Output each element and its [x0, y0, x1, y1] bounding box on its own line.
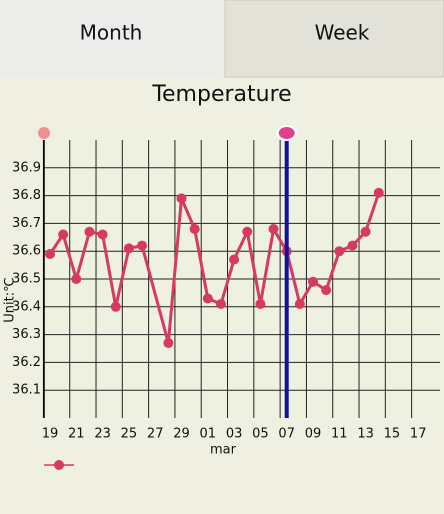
- y-axis-label: Unit:℃: [3, 277, 18, 322]
- month-tab[interactable]: [0, 0, 223, 77]
- y-tick-label: 36.7: [12, 216, 41, 231]
- series-line: [48, 229, 143, 308]
- x-tick-label: 25: [121, 427, 138, 442]
- x-tick-label: 13: [357, 427, 374, 442]
- data-point: [347, 240, 358, 251]
- x-tick-label: 01: [200, 427, 217, 442]
- data-point: [360, 226, 371, 237]
- gap-connector: [140, 245, 170, 344]
- data-point: [308, 276, 318, 287]
- x-tick-label: 09: [305, 427, 322, 442]
- y-tick-label: 36.4: [12, 299, 41, 314]
- data-point: [137, 240, 148, 251]
- x-tick-label: 21: [68, 427, 85, 442]
- data-point: [97, 229, 108, 240]
- chart-title: Temperature: [151, 82, 291, 107]
- x-tick-label: 17: [410, 427, 427, 442]
- y-tick-label: 36.1: [12, 383, 41, 398]
- y-tick-label: 36.6: [12, 244, 41, 259]
- data-point: [229, 254, 240, 265]
- y-tick-label: 36.2: [12, 355, 41, 370]
- data-point: [163, 337, 174, 348]
- legend-marker: [54, 460, 64, 470]
- x-tick-label: 05: [252, 427, 269, 442]
- data-point: [334, 246, 345, 257]
- x-tick-label: 23: [94, 427, 111, 442]
- x-tick-label: 27: [147, 427, 164, 442]
- week-tab[interactable]: [224, 0, 444, 78]
- cursor-handle[interactable]: [276, 125, 297, 141]
- x-axis-label: mar: [210, 443, 237, 458]
- data-point: [321, 285, 332, 296]
- data-point: [58, 229, 69, 240]
- data-point: [176, 193, 187, 204]
- data-point: [242, 226, 253, 237]
- y-tick-label: 36.5: [12, 272, 41, 287]
- data-point: [215, 299, 226, 310]
- data-point: [294, 299, 305, 310]
- data-point: [373, 187, 384, 198]
- data-point: [255, 299, 266, 310]
- data-point: [189, 223, 200, 234]
- data-point: [123, 243, 134, 254]
- x-tick-label: 15: [384, 427, 401, 442]
- x-tick-label: 19: [42, 427, 59, 442]
- x-tick-label: 11: [331, 427, 348, 442]
- x-tick-label: 03: [226, 427, 243, 442]
- tab-label[interactable]: Month: [80, 21, 143, 45]
- range-handle: [38, 127, 50, 139]
- data-point: [268, 223, 279, 234]
- tab-label[interactable]: Week: [315, 21, 370, 45]
- data-point: [110, 301, 121, 312]
- x-tick-label: 07: [278, 427, 295, 442]
- data-point: [84, 226, 95, 237]
- data-point: [71, 274, 82, 284]
- x-tick-label: 29: [173, 427, 190, 442]
- y-tick-label: 36.8: [12, 188, 41, 203]
- data-point: [45, 248, 55, 259]
- data-point: [202, 293, 213, 304]
- y-tick-label: 36.9: [12, 160, 41, 175]
- y-tick-label: 36.3: [12, 327, 41, 342]
